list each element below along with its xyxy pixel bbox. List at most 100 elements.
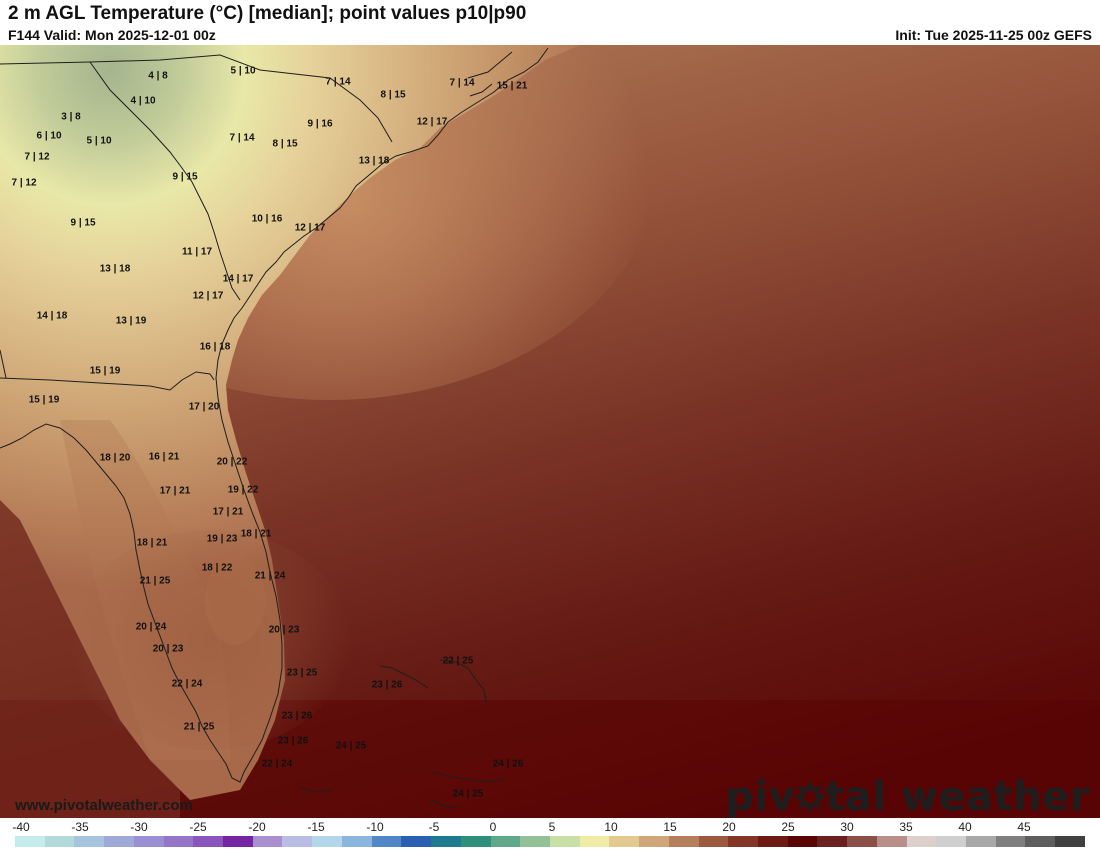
point-value-label: 23 | 26 — [371, 679, 403, 691]
brand-logo: piv tal weather — [725, 774, 1090, 818]
point-value-label: 13 | 18 — [99, 263, 131, 275]
point-value-label: 19 | 22 — [227, 484, 259, 496]
colorbar-swatch — [312, 836, 342, 847]
point-value-label: 18 | 22 — [201, 562, 233, 574]
colorbar-tick-label: 20 — [722, 820, 736, 834]
colorbar-swatch — [698, 836, 729, 847]
colorbar-swatch — [728, 836, 758, 847]
point-value-label: 9 | 16 — [307, 118, 333, 130]
point-value-label: 20 | 23 — [152, 643, 184, 655]
point-value-label: 7 | 14 — [229, 132, 255, 144]
point-value-label: 3 | 8 — [61, 111, 81, 123]
website-text: www.pivotalweather.com — [15, 797, 193, 814]
coastline — [0, 47, 549, 809]
point-value-label: 24 | 25 — [452, 788, 484, 800]
colorbar-tick-label: -25 — [189, 820, 207, 834]
point-value-label: 6 | 10 — [36, 130, 62, 142]
point-value-label: 20 | 22 — [216, 456, 248, 468]
point-value-label: 24 | 26 — [492, 758, 524, 770]
colorbar-tick-label: 45 — [1017, 820, 1031, 834]
point-value-label: 23 | 26 — [281, 710, 313, 722]
point-value-label: 12 | 17 — [294, 222, 326, 234]
point-value-label: 18 | 20 — [99, 452, 131, 464]
point-value-label: 13 | 18 — [358, 155, 390, 167]
point-value-label: 14 | 17 — [222, 273, 254, 285]
colorbar-tick-label: 15 — [663, 820, 677, 834]
colorbar-swatch — [639, 836, 669, 847]
point-value-label: 22 | 24 — [261, 758, 293, 770]
point-value-label: 5 | 10 — [86, 135, 112, 147]
colorbar-strip — [15, 836, 1085, 847]
colorbar-swatch — [817, 836, 848, 847]
colorbar-swatch — [460, 836, 491, 847]
temperature-map[interactable]: 4 | 8 5 | 10 7 | 14 8 | 15 7 | 14 15 | 21 4 | … — [0, 45, 1100, 818]
colorbar-swatch — [757, 836, 788, 847]
colorbar-swatch — [431, 836, 461, 847]
point-value-label: 10 | 16 — [251, 213, 283, 225]
colorbar-tick-label: -5 — [428, 820, 440, 834]
point-value-label: 23 | 25 — [286, 667, 318, 679]
temperature-field — [0, 45, 1100, 818]
colorbar-tick-label: 40 — [958, 820, 972, 834]
point-value-label: 22 | 25 — [442, 655, 474, 667]
colorbar-swatch — [223, 836, 253, 847]
point-value-label: 8 | 15 — [380, 89, 406, 101]
point-value-label: 15 | 19 — [89, 365, 121, 377]
colorbar-swatch — [936, 836, 966, 847]
point-value-label: 16 | 18 — [199, 341, 231, 353]
colorbar-swatch — [490, 836, 521, 847]
gear-icon — [795, 782, 825, 812]
colorbar-swatch — [371, 836, 402, 847]
point-value-label: 17 | 20 — [188, 401, 220, 413]
colorbar-swatch — [44, 836, 75, 847]
point-value-label: 20 | 23 — [268, 624, 300, 636]
colorbar-swatch — [282, 836, 313, 847]
colorbar-tick-label: 25 — [781, 820, 795, 834]
point-value-label: 7 | 12 — [24, 151, 50, 163]
colorbar-swatch — [74, 836, 105, 847]
point-value-label: 9 | 15 — [70, 217, 96, 229]
point-value-label: 23 | 26 — [277, 735, 309, 747]
colorbar-tick-label: 35 — [899, 820, 913, 834]
colorbar-tick-label: -35 — [71, 820, 89, 834]
colorbar-swatch — [15, 836, 45, 847]
point-value-label: 5 | 10 — [230, 65, 256, 77]
colorbar-swatch — [995, 836, 1026, 847]
point-value-label: 4 | 8 — [148, 70, 168, 82]
colorbar-swatch — [1025, 836, 1056, 847]
point-value-label: 21 | 25 — [183, 721, 215, 733]
point-value-label: 20 | 24 — [135, 621, 167, 633]
valid-time: F144 Valid: Mon 2025-12-01 00z — [8, 27, 216, 43]
point-value-label: 24 | 25 — [335, 740, 367, 752]
colorbar-swatch — [1055, 836, 1085, 847]
point-value-label: 7 | 14 — [325, 76, 351, 88]
point-value-label: 7 | 12 — [11, 177, 37, 189]
colorbar-tick-label: -30 — [130, 820, 148, 834]
brand-text-start: piv — [725, 774, 796, 818]
point-value-label: 15 | 19 — [28, 394, 60, 406]
colorbar-tick-label: 0 — [489, 820, 497, 834]
map-title: 2 m AGL Temperature (°C) [median]; point… — [8, 3, 527, 24]
colorbar-tick-label: -10 — [366, 820, 384, 834]
colorbar-swatch — [133, 836, 164, 847]
point-value-label: 18 | 21 — [240, 528, 272, 540]
colorbar-swatch — [579, 836, 610, 847]
point-value-label: 12 | 17 — [416, 116, 448, 128]
colorbar-swatch — [876, 836, 907, 847]
colorbar-swatch — [966, 836, 996, 847]
colorbar-swatch — [847, 836, 877, 847]
colorbar: -40 -35 -30 -25 -20 -15 -10 -5 0 5 10 15 20 25 30 35 40 4… — [0, 818, 1100, 850]
colorbar-tick-label: 10 — [604, 820, 618, 834]
brand-text-end: tal weather — [825, 774, 1090, 818]
colorbar-swatch — [609, 836, 640, 847]
colorbar-swatch — [787, 836, 818, 847]
colorbar-tick-label: 30 — [840, 820, 854, 834]
colorbar-swatch — [549, 836, 580, 847]
colorbar-tick-label: -20 — [248, 820, 266, 834]
point-value-label: 16 | 21 — [148, 451, 180, 463]
colorbar-swatch — [341, 836, 372, 847]
point-value-label: 21 | 25 — [139, 575, 171, 587]
point-value-label: 8 | 15 — [272, 138, 298, 150]
point-value-label: 4 | 10 — [130, 95, 156, 107]
header: 2 m AGL Temperature (°C) [median]; point… — [0, 0, 1100, 45]
